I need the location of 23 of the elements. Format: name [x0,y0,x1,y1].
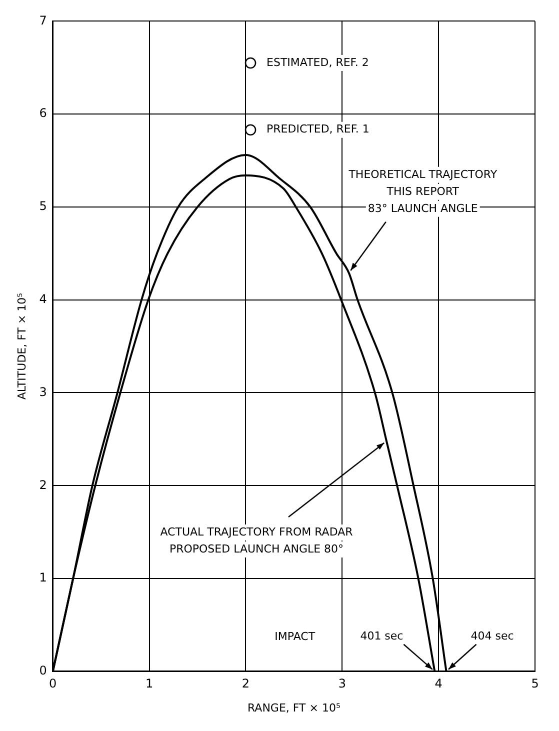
y-tick-label: 1 [39,570,47,585]
y-tick-label: 5 [39,199,47,214]
y-tick-label: 3 [39,384,47,399]
annotation: 404 sec [470,629,514,642]
annotation: ACTUAL TRAJECTORY FROM RADAR PROPOSED LAUNCH ANGLE 80° [160,525,354,556]
y-tick-label: 4 [39,292,47,306]
x-tick-label: 4 [434,676,442,691]
x-tick-label: 1 [145,676,154,691]
x-tick-label: 3 [338,676,346,691]
y-tick-label: 2 [39,478,47,492]
x-tick-label: 2 [242,676,250,691]
series-label: ESTIMATED, REF. 2 [266,56,369,69]
annotation: IMPACT [274,630,316,643]
x-tick-label: 5 [531,676,539,691]
y-tick-label: 0 [39,664,47,678]
x-tick-label: 0 [49,676,57,691]
y-axis-title: ALTITUDE, FT × 10⁵ [15,292,28,400]
annotation: THEORETICAL TRAJECTORY THIS REPORT 83° LAUNCH ANGLE [348,168,498,215]
y-tick-label: 7 [39,13,47,28]
series-label: PREDICTED, REF. 1 [266,122,370,136]
annotation: 401 sec [360,629,404,642]
y-tick-label: 6 [39,106,47,120]
x-axis-title: RANGE, FT × 10⁵ [247,701,340,714]
